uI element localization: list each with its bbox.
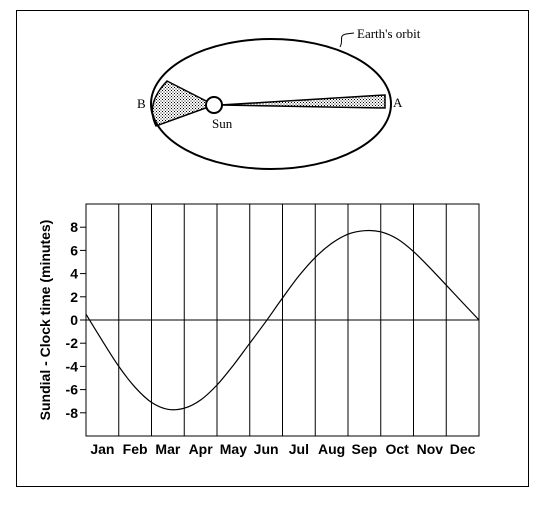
x-tick-label: Jan (90, 441, 114, 457)
sector-b (151, 80, 216, 127)
sun-circle (205, 96, 223, 114)
point-a-label: A (393, 95, 403, 110)
x-tick-label: Feb (123, 441, 148, 457)
sector-a (219, 94, 386, 109)
x-tick-label: Aug (318, 441, 345, 457)
x-tick-label: Mar (155, 441, 180, 457)
earth-orbit-ellipse (150, 38, 392, 170)
y-tick-label: 8 (70, 219, 78, 235)
figure-frame (16, 10, 529, 487)
y-tick-label: 6 (70, 242, 78, 258)
x-tick-label: Dec (450, 441, 476, 457)
y-axis-ticks: 8 6 4 2 0 -2 -4 -6 -8 (66, 219, 86, 421)
x-tick-label: Jul (289, 441, 309, 457)
x-tick-label: Apr (189, 441, 214, 457)
equation-of-time-chart: 8 6 4 2 0 -2 -4 -6 -8 Jan Feb Mar Apr May Jun Jul Aug Se… (37, 203, 480, 457)
sun-label: Sun (212, 116, 233, 131)
orbit-label-leader (339, 32, 355, 48)
orbit-diagram: Earth's orbit Sun A B (137, 26, 421, 170)
orbit-label: Earth's orbit (357, 26, 421, 41)
series-line (85, 229, 480, 411)
x-tick-label: May (220, 441, 247, 457)
x-tick-label: Jun (254, 441, 279, 457)
y-axis-label: Sundial - Clock time (minutes) (37, 220, 53, 421)
point-b-label: B (137, 96, 146, 111)
y-tick-label: -8 (66, 405, 79, 421)
y-tick-label: 0 (70, 312, 78, 328)
x-axis-ticks: Jan Feb Mar Apr May Jun Jul Aug Sep Oct Nov Dec (90, 441, 475, 457)
x-tick-label: Oct (385, 441, 409, 457)
y-tick-label: -6 (66, 382, 79, 398)
y-tick-label: 4 (70, 266, 78, 282)
x-tick-label: Nov (417, 441, 444, 457)
y-tick-label: -2 (66, 335, 79, 351)
y-tick-label: -4 (66, 358, 79, 374)
x-tick-label: Sep (352, 441, 378, 457)
y-tick-label: 2 (70, 289, 78, 305)
